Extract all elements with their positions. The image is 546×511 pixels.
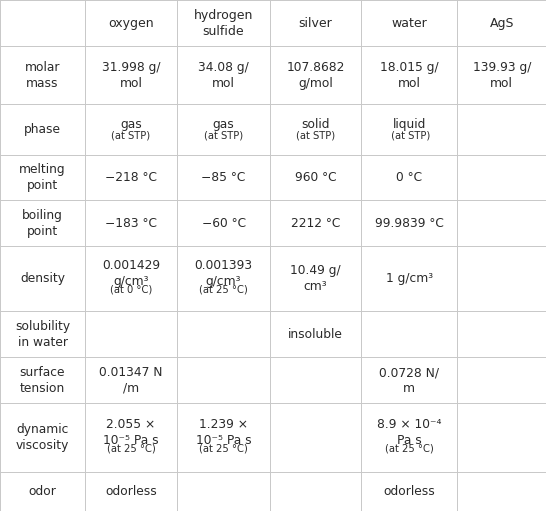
Text: (at STP): (at STP) bbox=[296, 130, 335, 140]
Text: 0.001429
g/cm³: 0.001429 g/cm³ bbox=[102, 259, 160, 288]
Text: 0.001393
g/cm³: 0.001393 g/cm³ bbox=[194, 259, 253, 288]
Text: (at STP): (at STP) bbox=[388, 130, 430, 140]
Text: (at 25 °C): (at 25 °C) bbox=[199, 444, 248, 454]
Text: odorless: odorless bbox=[383, 485, 435, 498]
Text: −60 °C: −60 °C bbox=[201, 217, 246, 230]
Text: AgS: AgS bbox=[490, 16, 514, 30]
Text: water: water bbox=[391, 16, 427, 30]
Text: odorless: odorless bbox=[105, 485, 157, 498]
Text: 34.08 g/
mol: 34.08 g/ mol bbox=[198, 61, 249, 89]
Text: oxygen: oxygen bbox=[108, 16, 154, 30]
Text: 2212 °C: 2212 °C bbox=[291, 217, 340, 230]
Text: 960 °C: 960 °C bbox=[295, 171, 336, 184]
Text: dynamic
viscosity: dynamic viscosity bbox=[16, 423, 69, 452]
Text: insoluble: insoluble bbox=[288, 328, 343, 341]
Text: surface
tension: surface tension bbox=[20, 366, 66, 395]
Text: silver: silver bbox=[299, 16, 333, 30]
Text: 10.49 g/
cm³: 10.49 g/ cm³ bbox=[290, 264, 341, 293]
Text: molar
mass: molar mass bbox=[25, 61, 60, 90]
Text: 99.9839 °C: 99.9839 °C bbox=[375, 217, 444, 230]
Text: (at 25 °C): (at 25 °C) bbox=[199, 285, 248, 294]
Text: gas: gas bbox=[213, 118, 234, 131]
Text: 8.9 × 10⁻⁴
Pa s: 8.9 × 10⁻⁴ Pa s bbox=[377, 418, 442, 447]
Text: −218 °C: −218 °C bbox=[105, 171, 157, 184]
Text: 1.239 ×
10⁻⁵ Pa s: 1.239 × 10⁻⁵ Pa s bbox=[196, 418, 251, 447]
Text: odor: odor bbox=[28, 485, 56, 498]
Text: 1 g/cm³: 1 g/cm³ bbox=[385, 272, 433, 285]
Text: 0.0728 N/
m: 0.0728 N/ m bbox=[379, 366, 439, 394]
Text: 0.01347 N
/m: 0.01347 N /m bbox=[99, 366, 163, 394]
Text: 31.998 g/
mol: 31.998 g/ mol bbox=[102, 61, 161, 89]
Text: melting
point: melting point bbox=[19, 163, 66, 192]
Text: (at 0 °C): (at 0 °C) bbox=[110, 285, 152, 294]
Text: (at STP): (at STP) bbox=[111, 130, 151, 140]
Text: (at 25 °C): (at 25 °C) bbox=[385, 444, 434, 454]
Text: boiling
point: boiling point bbox=[22, 209, 63, 238]
Text: 2.055 ×
10⁻⁵ Pa s: 2.055 × 10⁻⁵ Pa s bbox=[103, 418, 159, 447]
Text: gas: gas bbox=[120, 118, 142, 131]
Text: solid: solid bbox=[301, 118, 330, 131]
Text: 139.93 g/
mol: 139.93 g/ mol bbox=[472, 61, 531, 89]
Text: (at 25 °C): (at 25 °C) bbox=[106, 444, 156, 454]
Text: hydrogen
sulfide: hydrogen sulfide bbox=[194, 9, 253, 38]
Text: 0 °C: 0 °C bbox=[396, 171, 422, 184]
Text: −183 °C: −183 °C bbox=[105, 217, 157, 230]
Text: liquid: liquid bbox=[393, 118, 426, 131]
Text: solubility
in water: solubility in water bbox=[15, 320, 70, 349]
Text: 18.015 g/
mol: 18.015 g/ mol bbox=[380, 61, 438, 89]
Text: density: density bbox=[20, 272, 65, 285]
Text: (at STP): (at STP) bbox=[204, 130, 243, 140]
Text: 107.8682
g/mol: 107.8682 g/mol bbox=[286, 61, 345, 89]
Text: phase: phase bbox=[24, 123, 61, 136]
Text: −85 °C: −85 °C bbox=[201, 171, 246, 184]
